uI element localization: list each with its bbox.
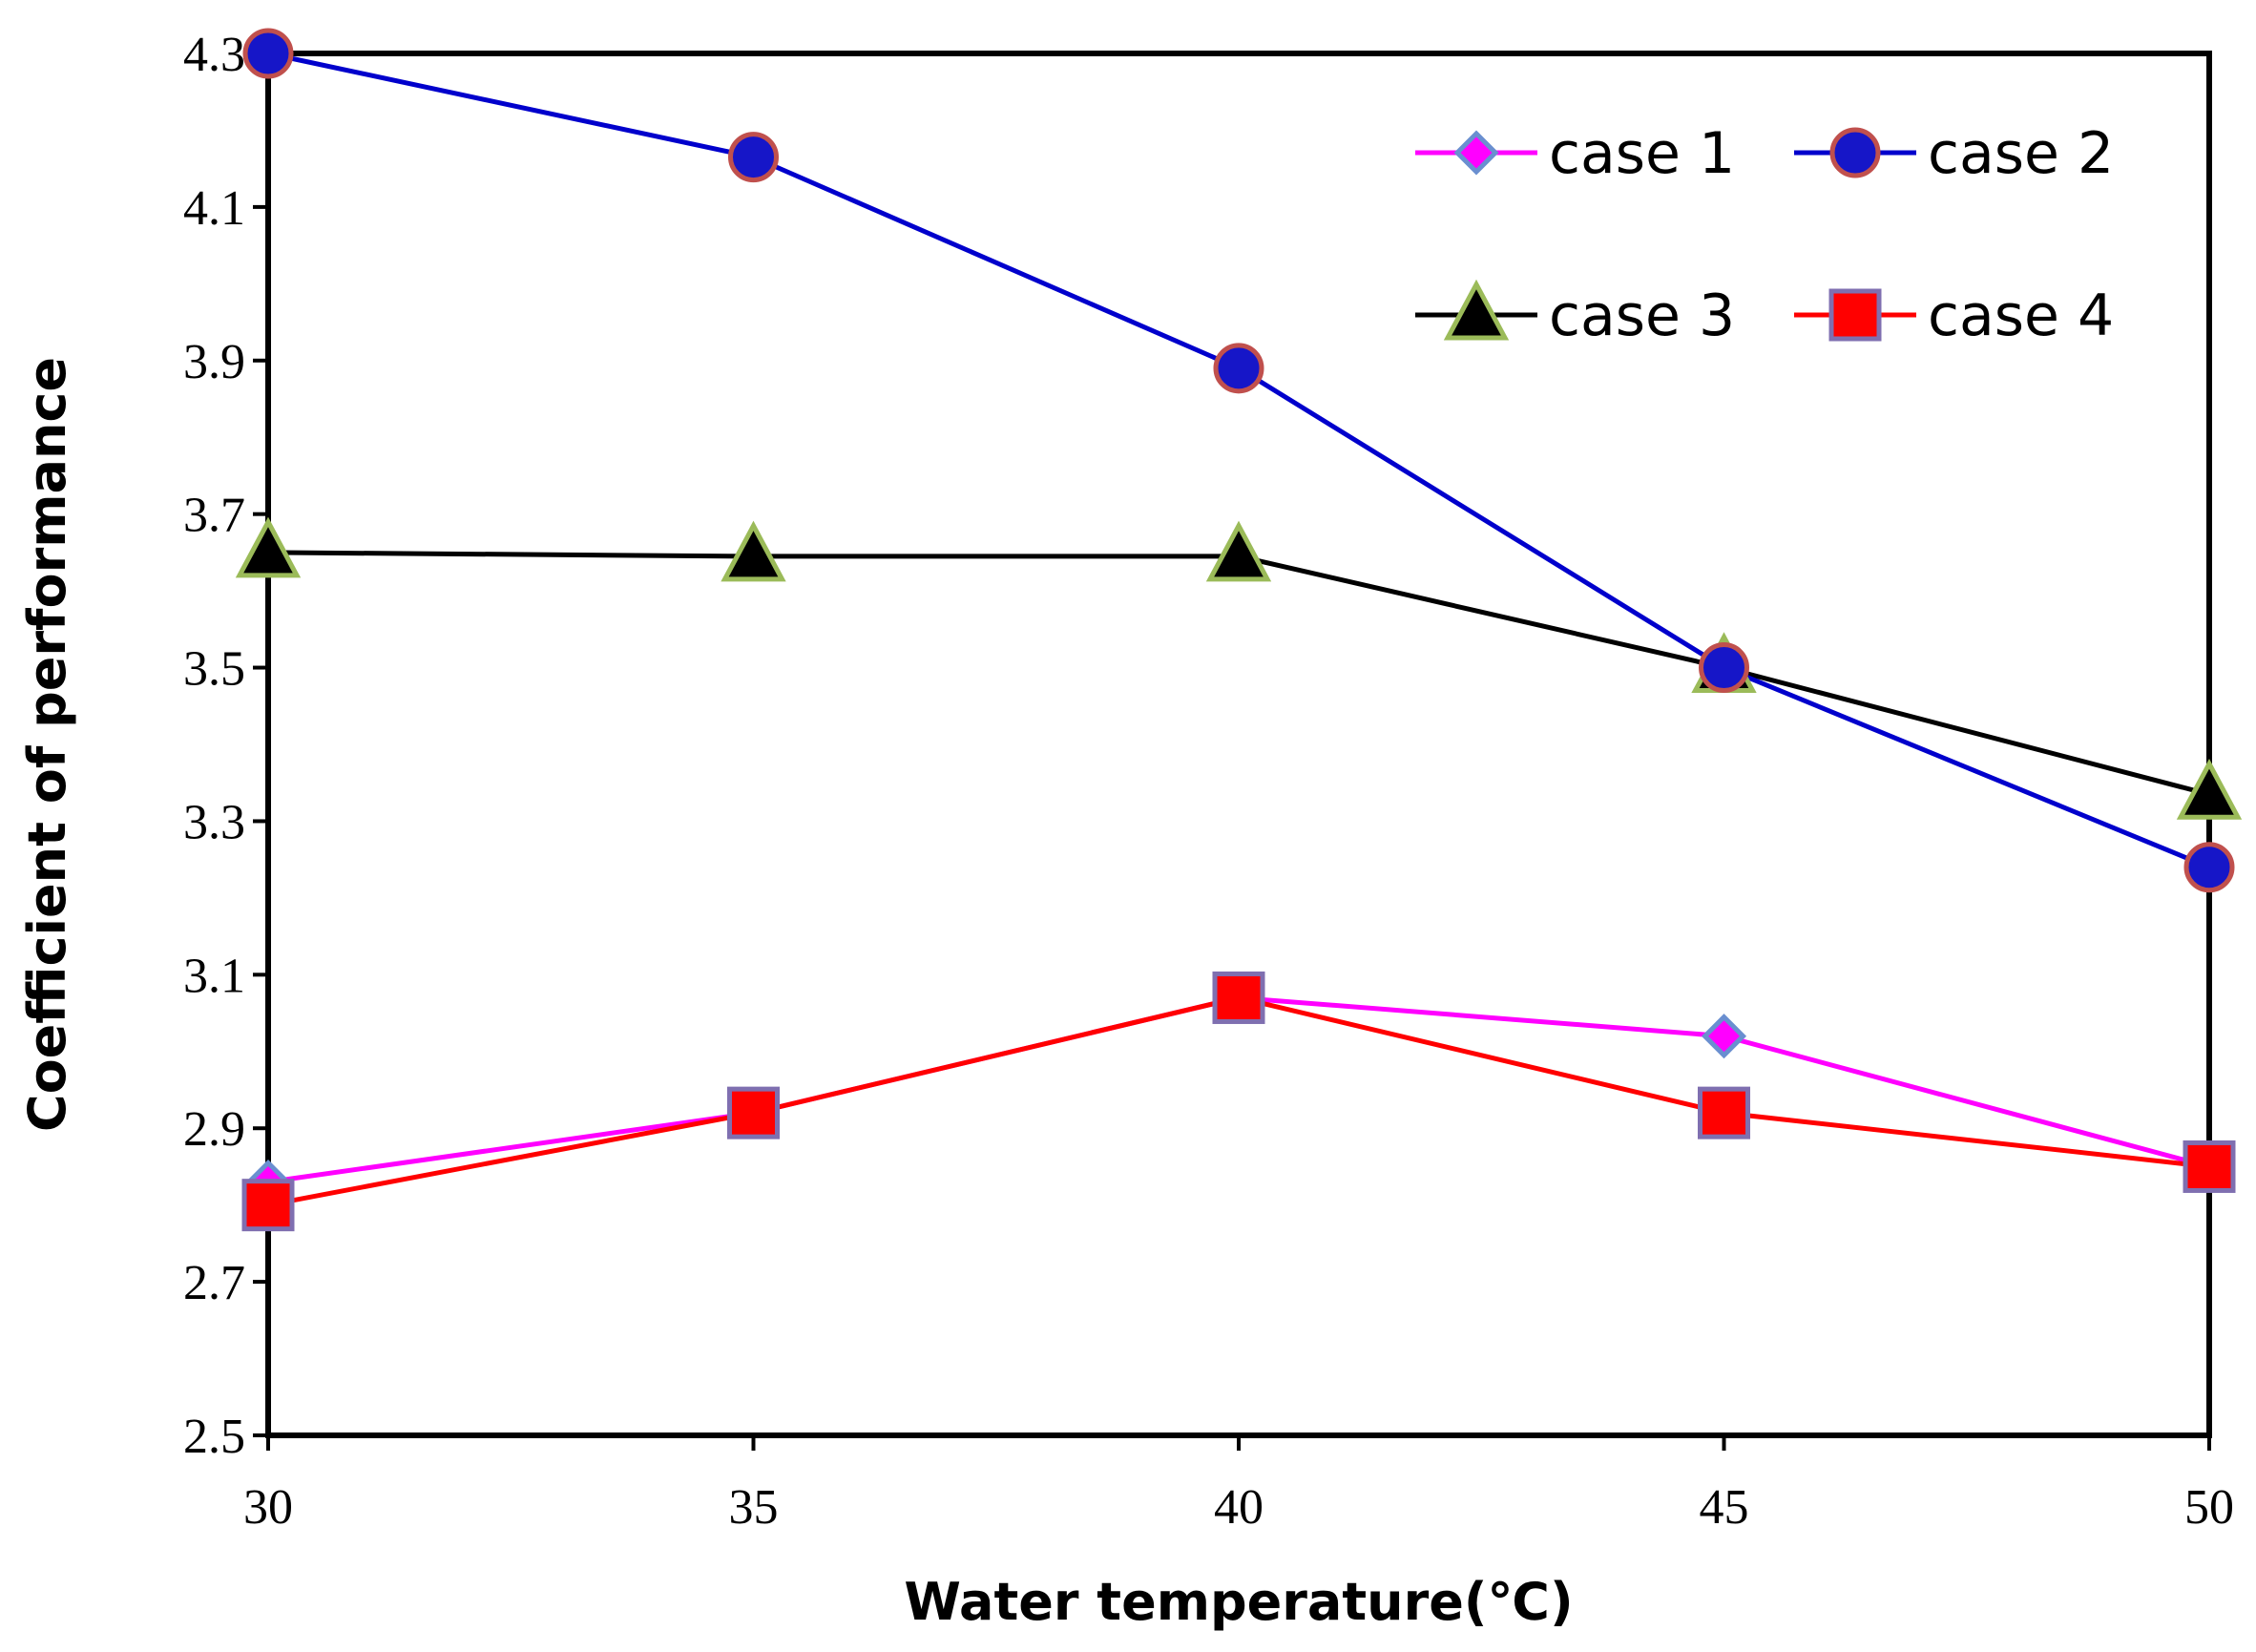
legend-marker (1829, 127, 1881, 178)
data-point-case-4 (1698, 1086, 1750, 1140)
y-tick-label: 3.9 (183, 335, 245, 389)
legend-label: case 1 (1549, 120, 1735, 187)
x-tick-label: 30 (243, 1480, 293, 1535)
x-tick-label: 35 (729, 1480, 779, 1535)
x-tick-label: 50 (2184, 1480, 2234, 1535)
y-tick-label: 2.7 (183, 1256, 245, 1310)
data-point-case-2 (1699, 642, 1749, 694)
y-tick-label: 2.9 (183, 1102, 245, 1157)
data-point-case-2 (1213, 343, 1264, 394)
y-axis-title: Coefficient of performance (17, 357, 77, 1132)
legend-item-case-4: case 4 (1794, 282, 2114, 349)
y-tick-label: 3.7 (183, 489, 245, 543)
x-axis-title: Water temperature(℃) (904, 1572, 1573, 1632)
data-point-case-3 (235, 516, 302, 578)
legend-label: case 2 (1928, 120, 2114, 187)
data-point-case-2 (242, 28, 294, 79)
data-point-case-2 (728, 132, 779, 183)
ticks: 2.5 2.7 2.9 3.1 3.3 3.5 3.7 3.9 4.1 4.3 30 35 40 45 50 (183, 28, 2234, 1535)
data-point-case-3 (1205, 520, 1272, 582)
y-tick-label: 4.1 (183, 181, 245, 236)
data-point-case-2 (2183, 842, 2235, 893)
legend-marker (1828, 288, 1882, 342)
data-point-case-1 (1701, 1014, 1747, 1059)
series-layer (235, 28, 2243, 1232)
y-tick-label: 3.3 (183, 795, 245, 849)
legend-item-case-1: case 1 (1415, 120, 1735, 187)
legend-marker (1453, 130, 1499, 176)
data-point-case-3 (721, 520, 786, 582)
legend-label: case 3 (1549, 282, 1735, 349)
data-point-case-4 (727, 1086, 780, 1140)
legend-item-case-3: case 3 (1415, 279, 1735, 349)
x-tick-label: 45 (1700, 1480, 1749, 1535)
data-point-case-3 (2176, 758, 2243, 820)
x-tick-label: 40 (1214, 1480, 1264, 1535)
data-point-case-4 (241, 1179, 295, 1232)
y-tick-label: 3.5 (183, 642, 245, 697)
series-markers (235, 28, 2243, 1232)
data-point-case-4 (2183, 1140, 2236, 1193)
legend-item-case-2: case 2 (1794, 120, 2114, 187)
legend-marker (1443, 279, 1510, 341)
y-tick-label: 3.1 (183, 949, 245, 1003)
legend-label: case 4 (1928, 282, 2114, 349)
legend: case 1 case 2 case 3 case 4 (1415, 120, 2114, 349)
y-tick-label: 4.3 (183, 28, 245, 82)
data-point-case-4 (1212, 971, 1265, 1024)
y-tick-label: 2.5 (183, 1410, 245, 1464)
